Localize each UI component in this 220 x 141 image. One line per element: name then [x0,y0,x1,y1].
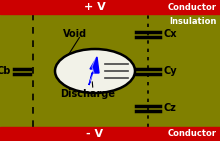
Bar [0,127,220,141]
Text: Cy: Cy [163,66,177,76]
Text: Cz: Cz [163,103,176,113]
Text: Cx: Cx [163,29,176,39]
Text: + V: + V [84,2,106,12]
Text: Void: Void [63,29,87,39]
Polygon shape [89,57,99,85]
Text: - V: - V [86,129,104,139]
Bar [0,0,220,14]
Bar [0,14,220,127]
Text: Discharge: Discharge [60,89,115,99]
Text: Cb: Cb [0,66,11,76]
Text: Conductor: Conductor [168,3,217,12]
Text: Insulation: Insulation [170,17,217,27]
Text: Conductor: Conductor [168,129,217,138]
Ellipse shape [55,49,135,93]
